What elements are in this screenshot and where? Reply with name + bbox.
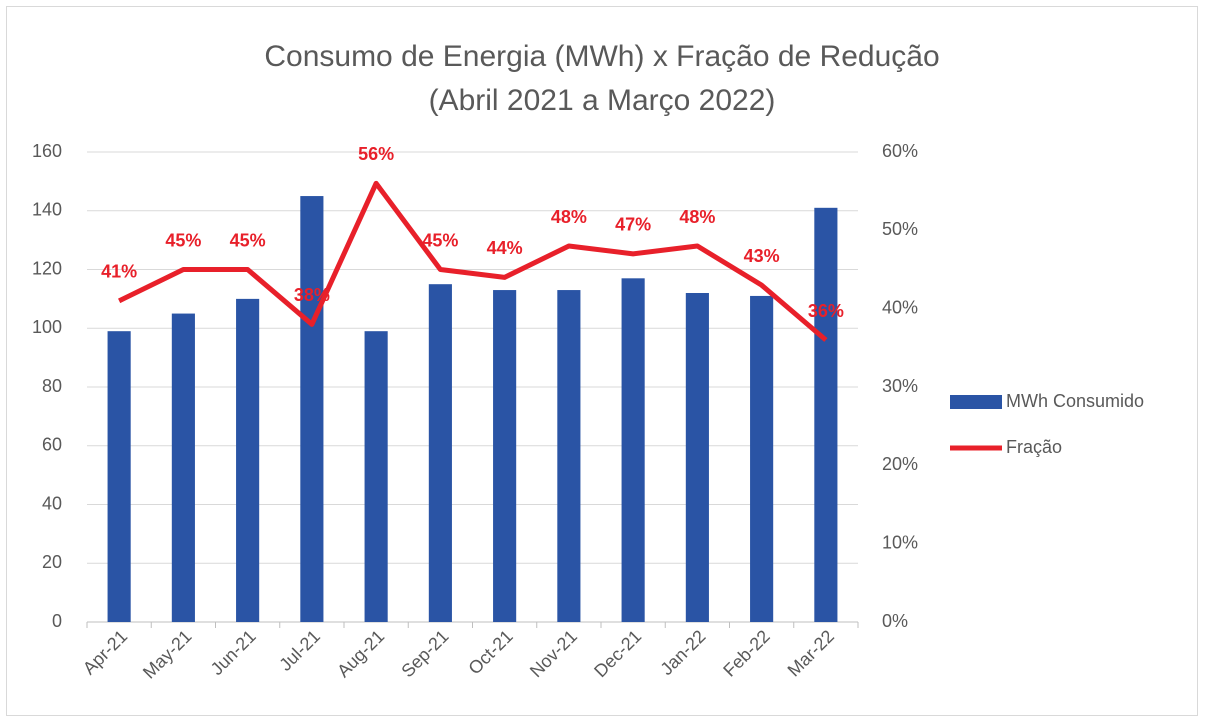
bar [814,207,838,622]
data-label: 48% [679,207,715,227]
legend-swatch [950,395,1002,409]
bar [364,331,388,622]
legend-label: Fração [1006,437,1062,457]
y-tick-label: 40 [42,493,62,513]
y2-tick-label: 40% [882,297,918,317]
y2-tick-label: 10% [882,532,918,552]
bar [557,290,581,622]
data-label: 45% [422,230,458,250]
y-tick-label: 80 [42,376,62,396]
bar [750,295,774,622]
bar [428,284,452,622]
bar [300,196,324,622]
data-label: 47% [615,215,651,235]
data-label: 45% [230,230,266,250]
y2-tick-label: 30% [882,376,918,396]
data-label: 36% [808,301,844,321]
bar [493,290,517,622]
y2-tick-label: 20% [882,454,918,474]
y-tick-label: 0 [52,611,62,631]
data-label: 38% [294,285,330,305]
bar [685,293,709,622]
y-tick-label: 120 [32,258,62,278]
data-label: 45% [165,230,201,250]
chart-frame [6,6,1198,716]
line [118,180,828,342]
data-label: 41% [101,262,137,282]
bar [236,298,260,622]
bar [621,278,645,622]
y2-tick-label: 50% [882,219,918,239]
data-label: 44% [487,238,523,258]
legend-label: MWh Consumido [1006,391,1144,411]
y-tick-label: 20 [42,552,62,572]
chart-subtitle: (Abril 2021 a Março 2022) [429,84,776,117]
data-label: 56% [358,144,394,164]
y-tick-label: 160 [32,141,62,161]
bar [107,331,131,622]
data-label: 43% [744,246,780,266]
y-tick-label: 60 [42,435,62,455]
chart-title: Consumo de Energia (MWh) x Fração de Red… [264,40,939,73]
data-label: 48% [551,207,587,227]
bar [171,313,195,622]
y-tick-label: 140 [32,200,62,220]
y2-tick-label: 0% [882,611,908,631]
y-tick-label: 100 [32,317,62,337]
y2-tick-label: 60% [882,141,918,161]
